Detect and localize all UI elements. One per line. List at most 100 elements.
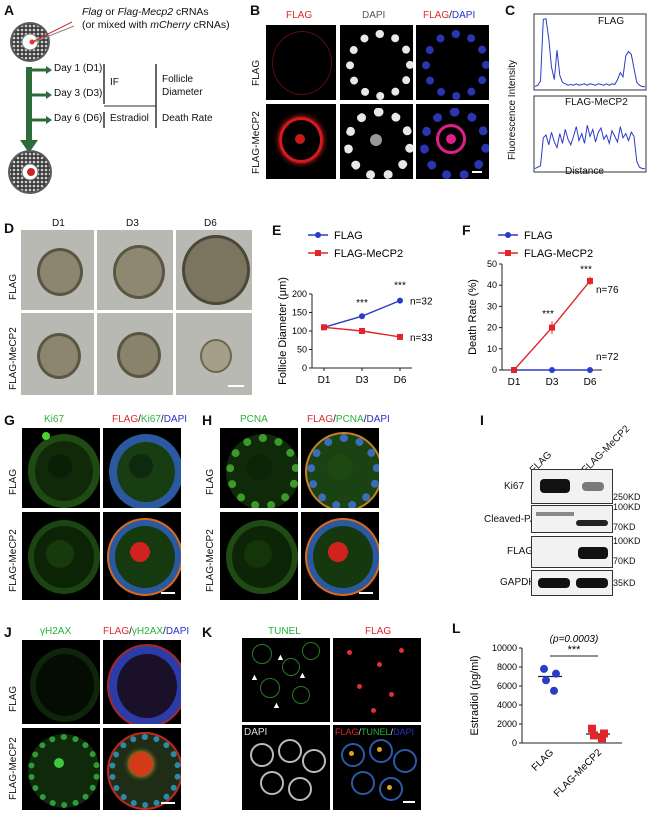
data-point [590, 731, 598, 740]
f-chart: 0 10 20 30 40 50 D1 D3 D6 Death Rate (%) FLAG FLAG-… [467, 230, 619, 388]
legend-label: FLAG-MeCP2 [524, 248, 593, 260]
i-marker-70a: 70KD [613, 522, 636, 532]
panel-label-f: F [462, 222, 471, 238]
panel-label-e: E [272, 222, 282, 238]
y-tick-label: 30 [487, 301, 497, 311]
legend-marker [315, 250, 321, 256]
d-img-mecp2-d6 [176, 313, 252, 395]
g-row-mecp2: FLAG-MeCP2 [8, 529, 19, 592]
x-tick-label: D3 [546, 377, 559, 388]
d-img-mecp2-d1 [21, 313, 94, 395]
d-img-flag-d3 [97, 230, 173, 310]
b-col-merge: FLAG/DAPI [423, 10, 476, 21]
k-img-flag [333, 638, 421, 722]
d-col-d1: D1 [52, 218, 65, 229]
g-img-mecp2-merge [103, 512, 181, 600]
b-img-mecp2-dapi [340, 104, 413, 179]
n-label: n=33 [410, 333, 433, 344]
y-tick-label: 10 [487, 344, 497, 354]
n-label: n=76 [596, 285, 619, 296]
b-row-mecp2: FLAG-MeCP2 [251, 111, 262, 174]
h-col-pcna: PCNA [240, 414, 268, 425]
panel-label-d: D [4, 220, 15, 236]
sig-label: *** [580, 265, 592, 276]
k-img-tunel: ▲ ▲ ▲ ▲ [242, 638, 330, 722]
k-img-merge: FLAG/TUNEL/DAPI [333, 725, 421, 810]
b-img-flag-merge [416, 25, 489, 100]
c-xlabel: Distance [565, 166, 604, 177]
if-label: IF [110, 77, 119, 88]
data-point [550, 686, 558, 695]
panel-label-c: C [505, 2, 516, 18]
data-point [588, 724, 596, 733]
panel-label-j: J [4, 624, 12, 640]
i-blot-parp [531, 505, 613, 533]
d-row-mecp2: FLAG-MeCP2 [8, 327, 19, 390]
sig-label: *** [542, 309, 554, 320]
i-row-flag: FLAG [507, 546, 534, 557]
series-point [359, 328, 365, 334]
c-mecp2-trace [534, 125, 645, 170]
i-blot-ki67 [531, 469, 613, 504]
legend-marker [505, 250, 511, 256]
data-point [542, 676, 550, 685]
h-col-merge: FLAG/PCNA/DAPI [307, 414, 390, 425]
g-img-flag-merge [103, 428, 181, 508]
y-tick-label: 50 [297, 345, 307, 355]
d-col-d6: D6 [204, 218, 217, 229]
data-point [598, 734, 606, 743]
legend-marker [315, 232, 321, 238]
y-tick-label: 10000 [492, 643, 517, 653]
panel-label-h: H [202, 412, 213, 428]
g-row-flag: FLAG [8, 468, 19, 495]
panel-label-a: A [4, 2, 15, 18]
diameter-label: Diameter [162, 87, 203, 98]
x-tick-label: D6 [584, 377, 597, 388]
l-chart: 0 2000 4000 6000 8000 10000 Estradiol (pg/ml) F… [469, 634, 622, 800]
y-tick-label: 0 [302, 363, 307, 373]
k-label-flag: FLAG [365, 626, 392, 637]
e-chart: 0 50 100 150 200 D1 D3 D6 Follicle Diameter (μm)… [277, 230, 433, 386]
j-img-flag-h2ax [22, 640, 100, 724]
k-img-dapi: DAPI [242, 725, 330, 810]
series-point [397, 297, 403, 304]
follicle-diagram [8, 21, 157, 194]
y-tick-label: 50 [487, 259, 497, 269]
j-row-mecp2: FLAG-MeCP2 [8, 737, 19, 800]
estradiol-label: Estradiol [110, 113, 149, 124]
follicle-label: Follicle [162, 74, 194, 85]
panel-label-k: K [202, 624, 213, 640]
c-ylabel: Fluorescence Intensity [507, 59, 518, 160]
series-point [549, 324, 555, 331]
y-axis-label: Follicle Diameter (μm) [277, 277, 289, 385]
death-rate-label: Death Rate [162, 113, 213, 124]
x-tick-label: D1 [318, 375, 331, 386]
data-point [540, 664, 548, 673]
legend-marker [505, 232, 511, 238]
i-col-mecp2: FLAG-MeCP2 [580, 423, 633, 476]
y-axis-label: Estradiol (pg/ml) [469, 655, 481, 735]
sig-label: *** [394, 281, 406, 292]
y-tick-label: 0 [492, 365, 497, 375]
series-point [587, 367, 593, 373]
h-img-mecp2-merge [301, 512, 379, 600]
injection-text-line1: Flag or Flag-Mecp2 cRNAs [82, 6, 209, 18]
legend-label: FLAG-MeCP2 [334, 248, 403, 260]
x-tick-label: D1 [508, 377, 521, 388]
injection-text-line2: (or mixed with mCherry cRNAs) [82, 19, 230, 31]
h-row-mecp2: FLAG-MeCP2 [205, 529, 216, 592]
y-axis-label: Death Rate (%) [467, 279, 479, 355]
j-img-flag-merge [103, 640, 181, 724]
b-row-flag: FLAG [251, 59, 262, 86]
c-title-flag: FLAG [598, 16, 625, 27]
i-marker-100b: 100KD [613, 536, 641, 546]
i-blot-flag [531, 536, 613, 568]
x-tick-label: FLAG [530, 747, 556, 773]
data-point [600, 729, 608, 738]
x-tick-label: D3 [356, 375, 369, 386]
i-marker-70b: 70KD [613, 556, 636, 566]
h-img-flag-pcna [220, 428, 298, 508]
k-label-tunel: TUNEL [268, 626, 301, 637]
series-point [397, 333, 403, 340]
g-img-flag-ki67 [22, 428, 100, 508]
